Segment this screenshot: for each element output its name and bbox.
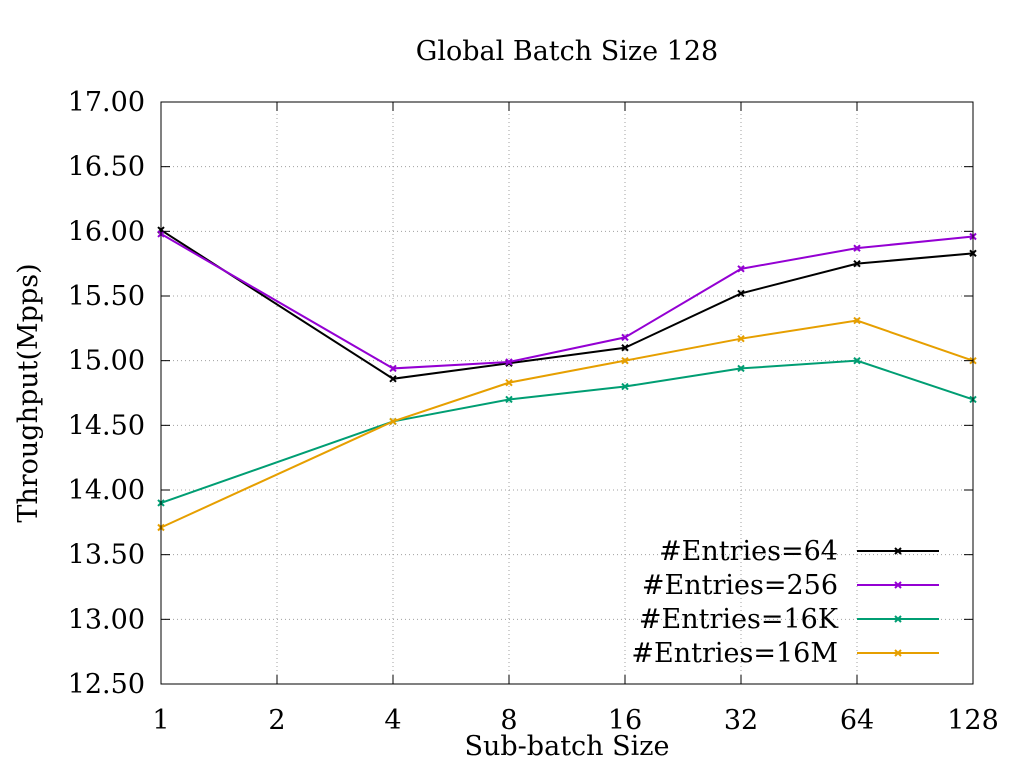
series-2	[157, 230, 977, 373]
x-tick-label: 4	[384, 705, 401, 736]
series-line	[160, 319, 974, 529]
y-tick-label: 12.50	[68, 669, 145, 700]
legend-label: #Entries=256	[642, 570, 838, 601]
y-tick-label: 16.00	[68, 216, 145, 247]
data-point	[621, 333, 629, 342]
data-point	[505, 378, 513, 387]
data-point	[621, 344, 629, 352]
x-axis-ticks: 1 2 4 8 16 32 64 128	[152, 102, 999, 736]
data-point	[621, 356, 629, 365]
series-line	[160, 359, 974, 504]
data-point	[853, 259, 861, 268]
x-tick-label: 2	[268, 705, 285, 736]
data-point	[389, 375, 397, 383]
x-tick-label: 128	[947, 705, 999, 736]
x-tick-label: 16	[608, 705, 642, 736]
data-point	[737, 265, 745, 273]
legend-marker	[894, 581, 902, 589]
y-tick-label: 16.50	[68, 152, 145, 183]
data-point	[389, 364, 397, 373]
x-tick-label: 1	[152, 705, 169, 736]
series-3	[157, 356, 977, 507]
y-tick-label: 17.00	[68, 87, 145, 118]
x-tick-label: 8	[500, 705, 517, 736]
legend-label: #Entries=16K	[639, 604, 839, 635]
y-tick-label: 13.00	[68, 604, 145, 635]
y-axis-ticks: 12.50 13.00 13.50 14.00 14.50 15.00 15.50 16.00…	[68, 87, 973, 700]
y-axis-label: Throughput(Mpps)	[13, 263, 44, 522]
y-tick-label: 14.00	[68, 475, 145, 506]
x-tick-label: 64	[840, 705, 874, 736]
data-point	[389, 417, 397, 426]
legend-label: #Entries=16M	[631, 638, 838, 669]
plot-frame	[160, 101, 974, 685]
chart-title: Global Batch Size 128	[416, 36, 718, 67]
legend: #Entries=64#Entries=256#Entries=16K#Entr…	[631, 536, 939, 669]
y-tick-label: 14.50	[68, 410, 145, 441]
y-tick-label: 15.50	[68, 281, 145, 312]
series-lines	[157, 226, 977, 532]
data-point	[853, 316, 861, 325]
series-line	[160, 233, 974, 370]
legend-marker	[894, 649, 902, 657]
legend-marker	[894, 615, 902, 623]
data-point	[737, 289, 745, 298]
grid-lines	[161, 102, 973, 684]
data-point	[505, 395, 513, 404]
data-point	[505, 358, 513, 366]
data-point	[737, 364, 745, 373]
data-point	[853, 244, 861, 252]
data-point	[853, 356, 861, 365]
x-tick-label: 32	[724, 705, 758, 736]
legend-marker	[894, 547, 902, 555]
data-point	[621, 382, 629, 391]
data-point	[737, 334, 745, 343]
y-tick-label: 13.50	[68, 540, 145, 571]
legend-label: #Entries=64	[659, 536, 838, 567]
x-axis-label: Sub-batch Size	[465, 731, 670, 762]
y-tick-label: 15.00	[68, 346, 145, 377]
